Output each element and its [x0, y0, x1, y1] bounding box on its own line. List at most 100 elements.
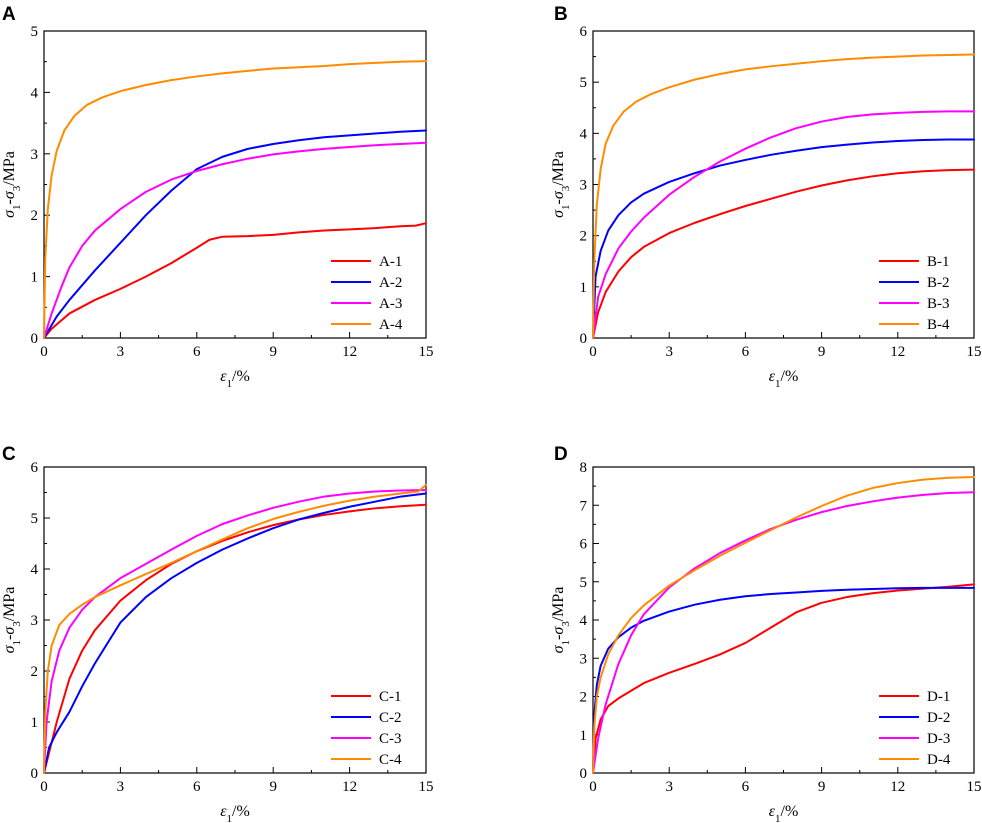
legend-label-c-1: C-1	[379, 689, 402, 705]
x-tick-label: 3	[117, 344, 125, 360]
x-axis-label: ε1/%	[769, 803, 799, 823]
series-line-d-2	[592, 586, 975, 774]
y-axis-label: σ1-σ3/MPa	[1, 587, 23, 654]
y-tick-label: 2	[580, 229, 588, 245]
y-tick-label: 3	[580, 178, 588, 194]
y-tick-label: 2	[31, 664, 39, 680]
y-tick-label: 4	[31, 562, 39, 578]
x-tick-label: 15	[967, 779, 982, 795]
panel-b: B0 3 6 9 12 150123456ε1/%σ1-σ3/MPaB-1B-2B-3B-…	[550, 4, 982, 390]
legend-label-c-2: C-2	[379, 710, 402, 726]
y-tick-label: 4	[31, 85, 39, 101]
series-line-a-4	[43, 60, 427, 339]
x-tick-label: 0	[40, 344, 48, 360]
y-tick-label: 5	[580, 575, 588, 591]
y-axis-label: σ1-σ3/MPa	[1, 151, 23, 218]
series-line-c-4	[43, 483, 427, 774]
legend-label-b-2: B-2	[927, 275, 950, 291]
series-line-b-2	[592, 138, 975, 339]
x-tick-label: 0	[589, 344, 597, 360]
y-tick-label: 4	[580, 126, 588, 142]
legend-label-b-1: B-1	[927, 254, 950, 270]
x-tick-label: 9	[269, 344, 277, 360]
x-tick-label: 6	[193, 344, 201, 360]
series-line-d-4	[592, 475, 975, 774]
series-line-d-3	[592, 491, 975, 774]
y-tick-label: 0	[580, 331, 588, 347]
x-tick-label: 15	[419, 779, 434, 795]
series-line-a-3	[43, 141, 427, 339]
y-tick-label: 6	[580, 537, 588, 553]
legend: A-1 A-2 A-3 A-4	[331, 254, 403, 333]
series-line-c-3	[43, 488, 427, 774]
x-tick-label: 9	[269, 779, 277, 795]
legend-label-a-2: A-2	[379, 275, 402, 291]
series-line-b-4	[592, 53, 975, 339]
y-tick-label: 3	[31, 613, 39, 629]
y-tick-label: 3	[31, 147, 39, 163]
legend-label-a-1: A-1	[379, 254, 402, 270]
y-tick-label: 6	[31, 460, 39, 476]
legend-label-a-4: A-4	[379, 317, 403, 333]
x-axis-label: ε1/%	[769, 368, 799, 390]
x-tick-label: 12	[890, 344, 905, 360]
series-line-b-1	[592, 168, 975, 339]
x-tick-label: 15	[967, 344, 982, 360]
x-tick-label: 3	[665, 344, 673, 360]
y-tick-label: 0	[31, 331, 39, 347]
series-line-d-1	[592, 583, 975, 774]
y-tick-label: 1	[31, 715, 39, 731]
legend: D-1 D-2 D-3 D-4	[879, 689, 951, 768]
panel-letter: D	[554, 444, 568, 465]
legend-label-d-2: D-2	[927, 710, 950, 726]
legend: B-1 B-2 B-3 B-4	[879, 254, 950, 333]
y-tick-label: 1	[31, 270, 39, 286]
y-tick-label: 5	[31, 24, 39, 40]
series-line-a-2	[43, 129, 427, 339]
y-tick-label: 2	[31, 208, 39, 224]
legend-label-d-1: D-1	[927, 689, 950, 705]
panel-letter: A	[2, 4, 16, 25]
y-axis-label: σ1-σ3/MPa	[550, 151, 572, 218]
x-tick-label: 6	[742, 779, 750, 795]
x-tick-label: 12	[342, 344, 357, 360]
x-tick-label: 12	[342, 779, 357, 795]
x-axis-label: ε1/%	[220, 368, 250, 390]
legend-label-d-3: D-3	[927, 731, 950, 747]
legend-label-c-3: C-3	[379, 731, 402, 747]
y-tick-label: 3	[580, 651, 588, 667]
series-line-b-3	[592, 110, 975, 339]
x-tick-label: 0	[589, 779, 597, 795]
y-tick-label: 5	[31, 511, 39, 527]
y-tick-label: 8	[580, 460, 588, 476]
x-tick-label: 3	[665, 779, 673, 795]
y-tick-label: 0	[580, 766, 588, 782]
y-tick-label: 0	[31, 766, 39, 782]
series-line-a-1	[43, 222, 427, 339]
x-tick-label: 9	[818, 779, 826, 795]
y-axis-label: σ1-σ3/MPa	[550, 587, 572, 654]
y-tick-label: 1	[580, 728, 588, 744]
x-tick-label: 12	[890, 779, 905, 795]
y-tick-label: 1	[580, 280, 588, 296]
panel-d: D0 3 6 9 12 15012345678ε1/%σ1-σ3/MPaD-1D-2D-3…	[550, 444, 982, 823]
panel-letter: C	[2, 444, 16, 465]
x-tick-label: 6	[193, 779, 201, 795]
x-tick-label: 6	[742, 344, 750, 360]
x-axis-label: ε1/%	[220, 803, 250, 823]
plot-frame	[43, 466, 427, 774]
legend: C-1 C-2 C-3 C-4	[331, 689, 402, 768]
legend-label-d-4: D-4	[927, 752, 951, 768]
series-line-c-2	[43, 492, 427, 774]
legend-label-b-3: B-3	[927, 296, 950, 312]
y-tick-label: 5	[580, 75, 588, 91]
x-tick-label: 3	[117, 779, 125, 795]
plot-frame	[43, 30, 427, 339]
legend-label-a-3: A-3	[379, 296, 402, 312]
y-tick-label: 4	[580, 613, 588, 629]
legend-label-b-4: B-4	[927, 317, 950, 333]
y-tick-label: 2	[580, 690, 588, 706]
y-tick-label: 6	[580, 24, 588, 40]
